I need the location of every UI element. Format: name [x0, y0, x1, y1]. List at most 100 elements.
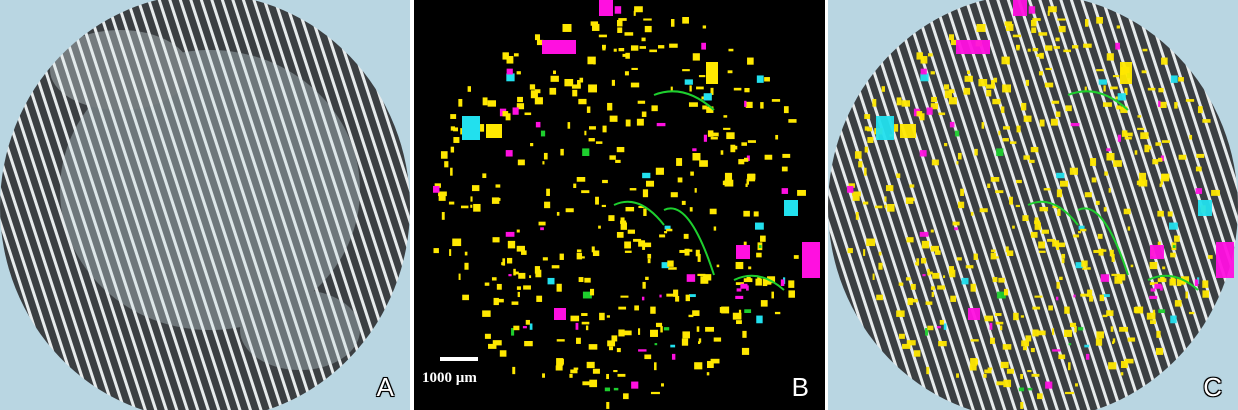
particle — [516, 245, 525, 252]
particle — [1005, 23, 1014, 31]
particle — [1038, 32, 1048, 36]
particle — [1120, 106, 1128, 113]
particle — [505, 113, 511, 121]
particle — [586, 361, 595, 369]
particle — [1016, 45, 1020, 51]
particle — [1149, 261, 1158, 270]
particle — [743, 278, 753, 283]
particle — [1027, 387, 1033, 391]
particle — [995, 313, 1002, 316]
particle — [614, 6, 622, 14]
particle — [1096, 331, 1104, 339]
particle — [1157, 241, 1161, 246]
particle — [1106, 148, 1111, 152]
particle — [495, 184, 501, 188]
particle — [694, 362, 703, 370]
particle — [1148, 145, 1152, 150]
particle — [1081, 260, 1088, 267]
particle — [1170, 315, 1177, 324]
particle — [1069, 322, 1077, 328]
particle — [585, 325, 589, 331]
particle — [965, 265, 974, 269]
particle — [1103, 85, 1106, 92]
panel-label: C — [1203, 372, 1222, 402]
particle — [1032, 18, 1041, 21]
particle — [986, 89, 992, 97]
particle — [1080, 228, 1087, 232]
particle — [1087, 289, 1093, 297]
particle — [658, 45, 665, 49]
particle — [1102, 314, 1108, 318]
particle — [589, 126, 596, 130]
particle — [535, 121, 541, 128]
particle — [754, 222, 764, 230]
particle — [616, 146, 625, 153]
particle — [1016, 125, 1021, 133]
particle — [1117, 134, 1121, 142]
particle — [695, 249, 700, 257]
particle — [927, 268, 930, 276]
particle — [1009, 196, 1013, 205]
particle — [1160, 178, 1163, 185]
particle — [556, 339, 565, 342]
particle — [964, 75, 973, 82]
particle — [518, 272, 526, 279]
particle — [743, 210, 750, 217]
particle — [956, 257, 962, 261]
particle — [1144, 144, 1150, 153]
particle — [511, 328, 515, 336]
particle — [1084, 19, 1089, 27]
particle — [620, 217, 625, 224]
particle — [848, 183, 855, 188]
particle — [681, 338, 689, 346]
particle — [948, 266, 955, 274]
particle — [1084, 192, 1092, 198]
particle — [655, 322, 663, 328]
particle — [552, 70, 556, 75]
fiber-particle — [613, 200, 665, 226]
particle — [764, 154, 773, 160]
particle — [642, 242, 646, 250]
particle — [698, 75, 706, 78]
particle — [1196, 153, 1205, 158]
particle — [1073, 234, 1080, 238]
particle — [896, 173, 901, 179]
particle — [1110, 326, 1114, 332]
particle — [650, 391, 660, 395]
particle — [1074, 326, 1077, 333]
particle — [452, 238, 462, 247]
particle — [681, 200, 686, 205]
particle — [1013, 0, 1027, 16]
particle — [494, 298, 504, 303]
particle — [753, 211, 759, 217]
particle — [745, 101, 753, 108]
particle — [529, 84, 536, 90]
particle — [578, 98, 587, 105]
particle — [460, 205, 469, 209]
particle — [1029, 159, 1035, 163]
particle — [694, 188, 697, 193]
particle — [516, 286, 521, 290]
particle — [919, 150, 927, 157]
particle — [978, 78, 988, 87]
particle — [703, 93, 712, 101]
particle — [1159, 101, 1167, 108]
particle — [567, 122, 571, 129]
particle — [576, 177, 586, 182]
particle — [506, 56, 514, 64]
particle — [1185, 99, 1195, 102]
particle — [1053, 46, 1060, 49]
particle — [560, 148, 564, 156]
particle — [1084, 344, 1090, 348]
particle — [926, 107, 933, 115]
particle — [630, 45, 639, 51]
particle — [746, 155, 750, 161]
particle — [744, 309, 752, 313]
particle — [698, 338, 702, 343]
particle — [854, 151, 862, 159]
particle — [1039, 52, 1044, 59]
particle — [1089, 296, 1094, 302]
particle — [1097, 233, 1103, 239]
particle — [696, 86, 704, 90]
particle — [629, 188, 637, 191]
